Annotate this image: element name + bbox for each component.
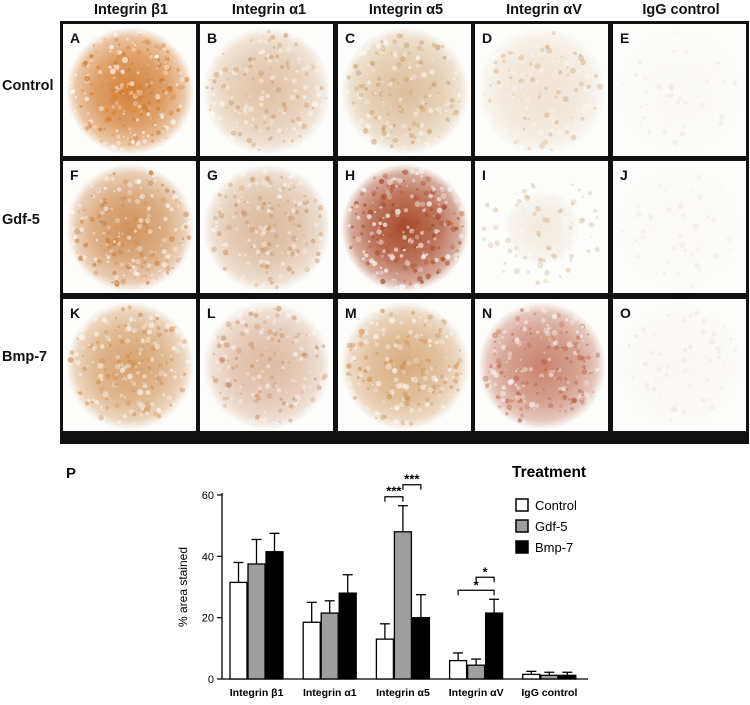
micrograph-image xyxy=(481,170,600,288)
x-tick-label: Integrin β1 xyxy=(230,687,284,699)
micrograph-control-integrin-av: D xyxy=(475,24,608,156)
micrograph-image xyxy=(66,27,194,155)
micrograph-image xyxy=(66,302,194,430)
micrograph-bmp7-integrin-a5: M xyxy=(338,299,471,431)
column-header-integrin-av: Integrin αV xyxy=(506,2,582,18)
y-tick-label: 40 xyxy=(202,551,214,563)
micrograph-image xyxy=(478,27,606,155)
bar xyxy=(448,659,468,680)
panel-label-c: C xyxy=(345,30,356,46)
x-tick-label: Integrin αV xyxy=(449,687,504,699)
panel-label-h: H xyxy=(345,167,356,183)
panel-label-j: J xyxy=(620,167,628,183)
legend-swatch xyxy=(515,519,529,533)
y-tick-label: 60 xyxy=(202,490,214,502)
legend-entry: Bmp-7 xyxy=(535,540,573,555)
bar xyxy=(393,531,413,680)
bar xyxy=(484,612,504,680)
column-header-integrin-a1: Integrin α1 xyxy=(231,2,307,18)
bar xyxy=(302,621,321,680)
micrograph-image xyxy=(341,164,469,292)
micrograph-image xyxy=(616,27,744,155)
panel-label-i: I xyxy=(482,167,486,183)
panel-label-l: L xyxy=(207,305,216,321)
micrograph-gdf5-integrin-av: I xyxy=(475,161,608,293)
micrograph-control-integrin-a1: B xyxy=(200,24,333,156)
row-header-control: Control xyxy=(2,78,54,94)
micrograph-image xyxy=(203,164,331,292)
bar xyxy=(338,592,357,680)
micrograph-control-integrin-b1: A xyxy=(63,24,196,156)
micrograph-gdf5-integrin-a5: H xyxy=(338,161,471,293)
bar-chart: 0 20 40 60 % area stained Integrin β1 Integrin… xyxy=(176,464,588,699)
y-tick-label: 20 xyxy=(202,613,214,625)
column-header-integrin-a5: Integrin α5 xyxy=(368,2,444,18)
significance-bracket xyxy=(457,589,495,596)
column-header-integrin-b1: Integrin β1 xyxy=(93,2,169,18)
panel-label-d: D xyxy=(482,30,493,46)
panel-label-g: G xyxy=(207,167,218,183)
micrograph-gdf5-igg-control: J xyxy=(613,161,746,293)
micrograph-control-igg-control: E xyxy=(613,24,746,156)
bar xyxy=(522,673,541,680)
y-axis-label: % area stained xyxy=(176,547,190,627)
bar xyxy=(558,674,577,680)
panel-label-e: E xyxy=(620,30,630,46)
micrograph-bmp7-integrin-a1: L xyxy=(200,299,333,431)
micrograph-image xyxy=(66,164,194,292)
legend-entry: Control xyxy=(535,498,577,513)
x-tick-label: Integrin α1 xyxy=(303,687,357,699)
panel-label-b: B xyxy=(207,30,218,46)
micrograph-image xyxy=(203,302,331,430)
legend-swatch xyxy=(515,540,529,554)
x-tick-label: IgG control xyxy=(521,687,577,699)
legend-swatch xyxy=(515,498,529,512)
micrograph-image xyxy=(341,27,469,155)
significance-label: *** xyxy=(386,484,402,499)
panel-label-k: K xyxy=(70,305,81,321)
y-tick-label: 0 xyxy=(208,674,214,686)
bar xyxy=(229,581,248,680)
micrograph-gdf5-integrin-a1: G xyxy=(200,161,333,293)
significance-label: *** xyxy=(404,472,420,487)
significance-label: * xyxy=(483,564,489,579)
significance-bracket xyxy=(475,576,495,583)
panel-label-a: A xyxy=(70,30,81,46)
bar xyxy=(411,617,431,680)
micrograph-bmp7-igg-control: O xyxy=(613,299,746,431)
bar xyxy=(247,563,266,680)
chart-panel-label: P xyxy=(66,465,77,482)
micrograph-image xyxy=(478,302,606,430)
panel-label-o: O xyxy=(620,305,631,321)
significance-label: * xyxy=(474,577,480,592)
significance-bracket xyxy=(402,484,422,490)
column-header-igg-control: IgG control xyxy=(642,2,720,18)
bar xyxy=(540,674,559,680)
bar xyxy=(320,612,339,680)
micrograph-bmp7-integrin-av: N xyxy=(475,299,608,431)
panel-label-m: M xyxy=(345,305,357,321)
significance-bracket xyxy=(384,496,404,502)
x-tick-label: Integrin α5 xyxy=(376,687,430,699)
row-header-gdf5: Gdf-5 xyxy=(2,212,40,228)
micrograph-image xyxy=(616,164,744,292)
micrograph-bmp7-integrin-b1: K xyxy=(63,299,196,431)
legend-title: Treatment xyxy=(512,464,586,481)
micrograph-image xyxy=(341,302,469,430)
bar xyxy=(265,551,284,680)
panel-label-n: N xyxy=(482,305,493,321)
legend-entry: Gdf-5 xyxy=(535,519,568,534)
micrograph-grid: A B C D E F G H I J K L M N O xyxy=(60,21,749,444)
panel-label-f: F xyxy=(70,167,79,183)
bar xyxy=(466,664,486,680)
row-header-bmp7: Bmp-7 xyxy=(2,349,48,365)
micrograph-gdf5-integrin-b1: F xyxy=(63,161,196,293)
bar xyxy=(375,638,395,680)
micrograph-image xyxy=(616,302,744,430)
micrograph-control-integrin-a5: C xyxy=(338,24,471,156)
micrograph-image xyxy=(203,27,331,155)
